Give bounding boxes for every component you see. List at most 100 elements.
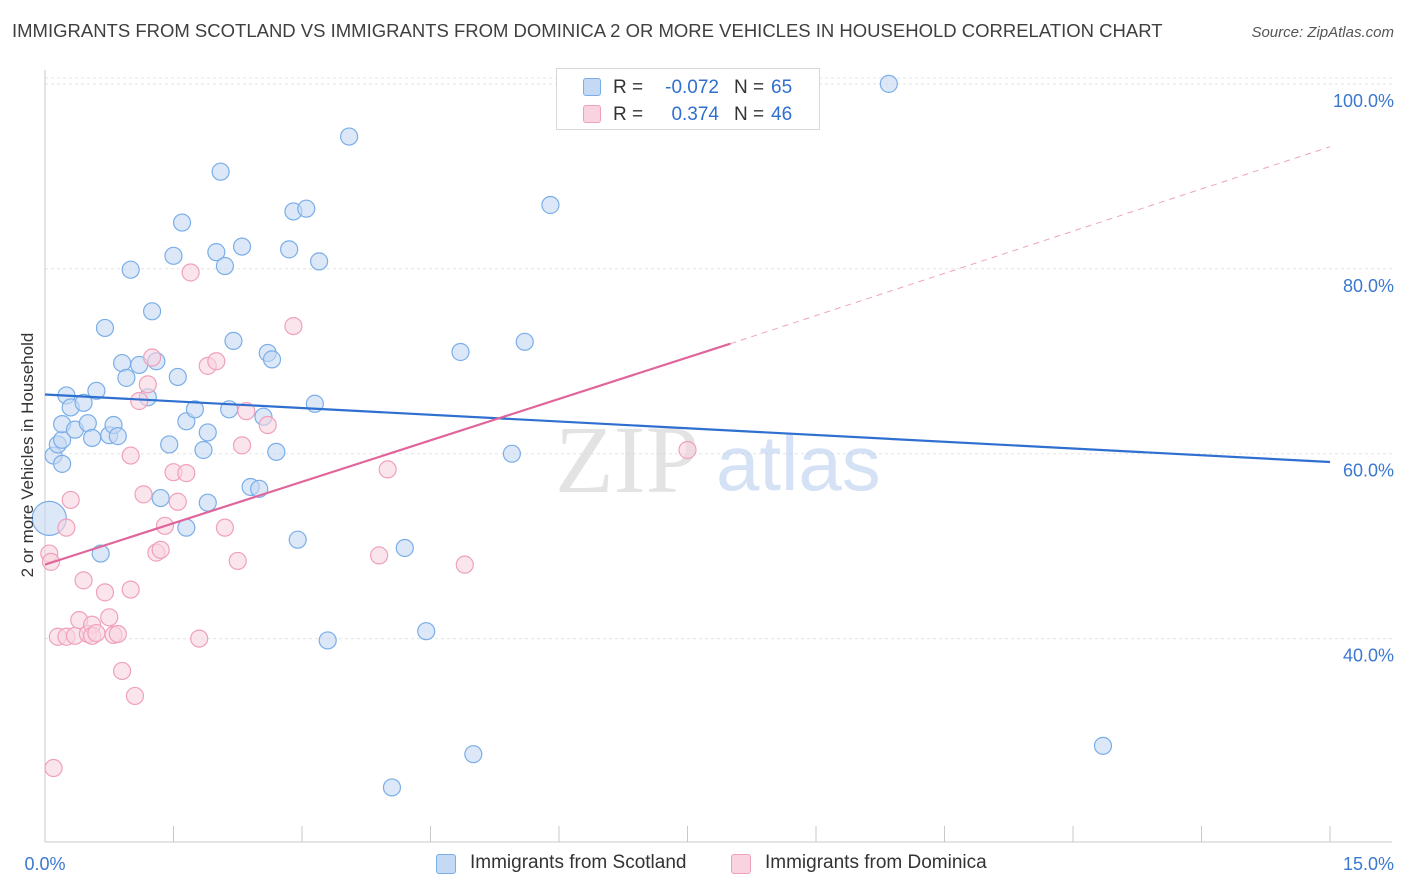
dominica-point: [108, 624, 127, 644]
scotland-point: [164, 246, 183, 265]
legend-label-scotland: Immigrants from Scotland: [470, 852, 687, 873]
watermark-zip: ZIP: [555, 406, 699, 513]
dominica-point: [112, 661, 132, 681]
scotland-point: [451, 342, 470, 362]
scotland-point: [515, 332, 534, 351]
dominica-point: [74, 571, 93, 590]
dominica-point: [215, 518, 234, 537]
scotland-point: [232, 237, 252, 256]
scotland-point: [121, 260, 140, 279]
scotland-point: [185, 400, 205, 419]
scotland-point: [215, 256, 234, 276]
scotland-point: [879, 74, 898, 93]
dominica-point: [237, 402, 256, 421]
scotland-point: [541, 195, 560, 215]
scotland-point: [74, 393, 93, 412]
dominica-point: [258, 415, 277, 435]
stats-legend-row-scotland: R = -0.072 N = 65: [557, 75, 819, 101]
dominica-point: [181, 263, 200, 282]
scotland-point: [1093, 736, 1113, 755]
dominica-point: [130, 391, 149, 411]
dominica-point: [370, 546, 389, 565]
scotland-point: [172, 213, 192, 232]
n-label: N =: [734, 104, 765, 125]
scotland-point: [83, 428, 102, 448]
stats-legend: R = -0.072 N = 65 R = 0.374 N = 46: [556, 68, 820, 130]
scotland-point: [95, 318, 115, 338]
scotland-point: [267, 442, 286, 461]
y-tick-label: 60.0%: [1343, 461, 1394, 481]
chart-source: Source: ZipAtlas.com: [1251, 24, 1394, 41]
scotland-point: [288, 530, 307, 549]
scotland-point: [310, 252, 329, 271]
watermark: ZIP atlas: [555, 406, 881, 513]
n-value-scotland: 65: [771, 77, 793, 98]
x-tick-label: 0.0%: [24, 854, 65, 874]
legend-label-dominica: Immigrants from Dominica: [765, 852, 987, 873]
data-points: [31, 74, 1113, 797]
dominica-point: [138, 375, 157, 394]
dominica-point: [142, 348, 162, 367]
scotland-swatch: [583, 78, 601, 96]
trend-lines: [44, 146, 1331, 566]
chart-title: IMMIGRANTS FROM SCOTLAND VS IMMIGRANTS F…: [12, 20, 1163, 41]
y-tick-label: 100.0%: [1333, 91, 1394, 111]
scotland-point: [417, 622, 436, 641]
stats-legend-row-dominica: R = 0.374 N = 46: [557, 102, 819, 128]
scotland-point: [198, 493, 217, 512]
dominica-point: [95, 583, 115, 602]
dominica-point: [87, 623, 106, 643]
r-value-scotland: -0.072: [665, 77, 719, 98]
dominica-point: [455, 555, 474, 574]
scotland-point: [87, 381, 106, 400]
dominica-legend-swatch: [731, 854, 751, 874]
dominica-swatch: [583, 105, 601, 123]
dominica-trend-line: [44, 342, 731, 566]
y-tick-label: 80.0%: [1343, 276, 1394, 296]
dominica-point: [678, 440, 697, 460]
dominica-point: [44, 758, 63, 778]
scotland-point: [198, 423, 217, 442]
dominica-point: [168, 492, 187, 511]
r-label: R =: [613, 104, 644, 125]
scotland-point: [211, 162, 230, 181]
dominica-trend-extension: [730, 146, 1331, 345]
dominica-point: [378, 460, 397, 479]
n-label: N =: [734, 77, 765, 98]
scotland-point: [395, 538, 414, 558]
scotland-point: [108, 427, 127, 446]
dominica-point: [61, 490, 80, 510]
scotland-point: [53, 454, 72, 473]
dominica-point: [228, 551, 247, 571]
scotland-point: [117, 368, 136, 387]
scotland-point: [168, 367, 187, 387]
dominica-point: [207, 352, 226, 371]
dominica-point: [151, 540, 170, 559]
scotland-point: [194, 440, 213, 460]
dominica-point: [232, 436, 252, 455]
scotland-trend-line: [44, 393, 1331, 464]
dominica-point: [177, 464, 196, 483]
dominica-point: [125, 686, 145, 706]
scotland-point: [340, 127, 359, 146]
watermark-atlas: atlas: [716, 419, 881, 507]
dominica-point: [121, 580, 140, 599]
scotland-point: [142, 302, 162, 321]
r-value-dominica: 0.374: [671, 104, 719, 125]
scotland-legend-swatch: [436, 854, 456, 874]
scotland-point: [297, 199, 316, 218]
dominica-point: [57, 518, 76, 537]
dominica-point: [121, 446, 140, 465]
r-label: R =: [613, 77, 644, 98]
dominica-point: [284, 317, 303, 336]
scotland-point: [224, 331, 243, 350]
dominica-point: [190, 629, 209, 648]
y-tick-label: 40.0%: [1343, 646, 1394, 666]
scotland-point: [151, 488, 170, 508]
x-tick-label: 15.0%: [1343, 854, 1394, 874]
scotland-point: [318, 631, 337, 650]
dominica-point: [134, 485, 153, 504]
scotland-point: [382, 778, 402, 797]
scotland-point: [91, 544, 110, 563]
tick-labels: 40.0% 60.0% 80.0% 100.0% 0.0% 15.0%: [24, 91, 1394, 874]
